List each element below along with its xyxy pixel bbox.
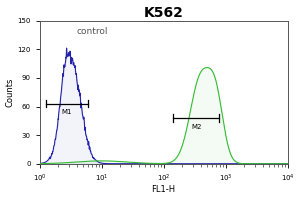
Text: control: control xyxy=(77,27,108,36)
Text: M1: M1 xyxy=(62,109,72,115)
Text: M2: M2 xyxy=(191,124,201,130)
Title: K562: K562 xyxy=(144,6,184,20)
Y-axis label: Counts: Counts xyxy=(6,78,15,107)
X-axis label: FL1-H: FL1-H xyxy=(152,185,176,194)
